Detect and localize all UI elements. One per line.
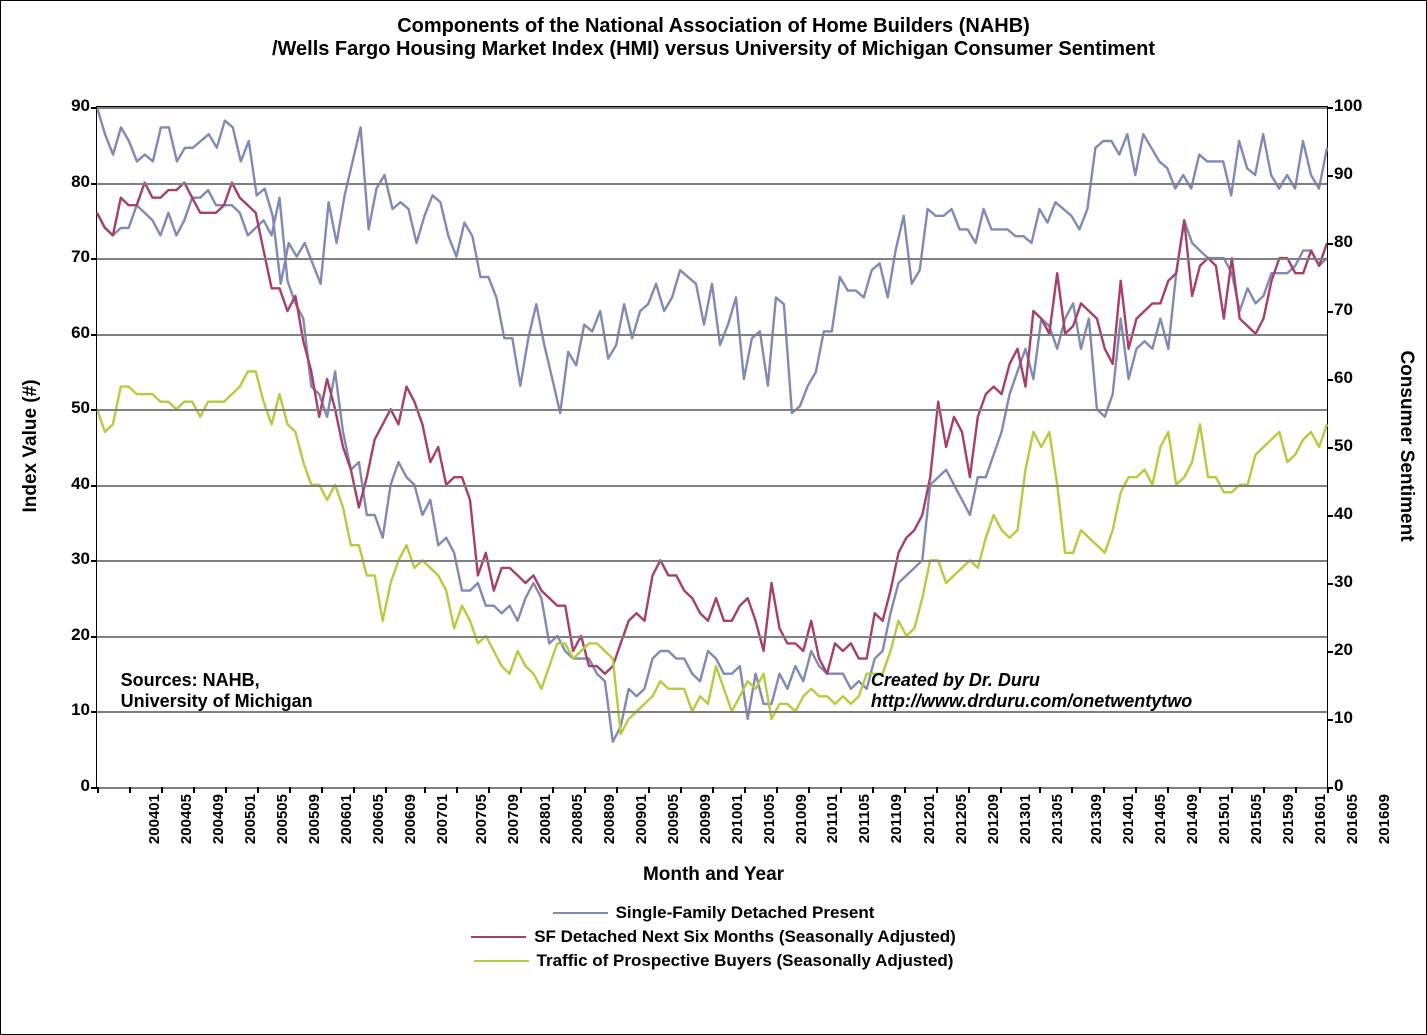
legend-item: Single-Family Detached Present xyxy=(553,903,875,923)
x-tick: 200805 xyxy=(569,794,586,844)
gridline xyxy=(97,636,1327,638)
y-tick-left: 0 xyxy=(60,776,90,796)
x-tick: 200405 xyxy=(178,794,195,844)
y-tick-right: 100 xyxy=(1334,96,1362,116)
x-tick: 201405 xyxy=(1152,794,1169,844)
x-tick: 201005 xyxy=(761,794,778,844)
x-tick: 201501 xyxy=(1216,794,1233,844)
x-tick: 200609 xyxy=(402,794,419,844)
x-tick: 200701 xyxy=(434,794,451,844)
x-tick: 200705 xyxy=(474,794,491,844)
x-tick: 201401 xyxy=(1120,794,1137,844)
x-tick: 201505 xyxy=(1248,794,1265,844)
chart-container: Components of the National Association o… xyxy=(0,0,1427,1035)
legend: Single-Family Detached Present SF Detache… xyxy=(1,901,1426,973)
x-tick: 201309 xyxy=(1089,794,1106,844)
legend-label: Single-Family Detached Present xyxy=(616,903,875,923)
x-tick: 200809 xyxy=(601,794,618,844)
x-tick: 201305 xyxy=(1049,794,1066,844)
y-tick-right: 20 xyxy=(1334,640,1353,660)
gridline xyxy=(97,485,1327,487)
legend-label: SF Detached Next Six Months (Seasonally … xyxy=(534,927,956,947)
y-tick-right: 70 xyxy=(1334,300,1353,320)
y-tick-right: 30 xyxy=(1334,572,1353,592)
gridline xyxy=(97,183,1327,185)
gridline xyxy=(97,409,1327,411)
x-tick: 200409 xyxy=(210,794,227,844)
y-tick-left: 40 xyxy=(60,474,90,494)
x-tick: 201105 xyxy=(856,794,873,843)
x-tick: 201509 xyxy=(1280,794,1297,844)
legend-item: SF Detached Next Six Months (Seasonally … xyxy=(471,927,956,947)
x-tick: 200801 xyxy=(537,794,554,844)
series-sf_detached_next6 xyxy=(97,183,1327,674)
x-tick: 201205 xyxy=(953,794,970,844)
y-tick-right: 60 xyxy=(1334,368,1353,388)
gridline xyxy=(97,334,1327,336)
x-tick: 201009 xyxy=(793,794,810,844)
y-tick-right: 40 xyxy=(1334,504,1353,524)
x-tick: 201605 xyxy=(1344,794,1361,844)
x-tick: 201109 xyxy=(888,794,905,843)
y-tick-left: 70 xyxy=(60,247,90,267)
x-tick: 201001 xyxy=(729,794,746,844)
x-axis-label: Month and Year xyxy=(1,864,1426,886)
x-tick: 200709 xyxy=(505,794,522,844)
y-axis-left-label: Index Value (#) xyxy=(20,379,42,512)
y-tick-left: 20 xyxy=(60,625,90,645)
x-tick: 200501 xyxy=(242,794,259,844)
y-tick-left: 10 xyxy=(60,700,90,720)
x-tick: 200601 xyxy=(338,794,355,844)
chart-title-line1: Components of the National Association o… xyxy=(1,15,1426,38)
y-tick-right: 10 xyxy=(1334,708,1353,728)
y-tick-right: 80 xyxy=(1334,232,1353,252)
x-tick: 201409 xyxy=(1184,794,1201,844)
gridline xyxy=(97,258,1327,260)
annotation: Sources: NAHB, University of Michigan xyxy=(121,670,313,712)
gridline xyxy=(97,560,1327,562)
legend-swatch xyxy=(471,936,526,938)
x-tick: 200605 xyxy=(370,794,387,844)
x-tick: 200901 xyxy=(633,794,650,844)
x-tick: 201101 xyxy=(824,794,841,843)
y-tick-left: 90 xyxy=(60,96,90,116)
y-axis-right-label: Consumer Sentiment xyxy=(1395,350,1417,541)
x-tick: 200905 xyxy=(665,794,682,844)
x-tick: 200909 xyxy=(697,794,714,844)
gridline xyxy=(97,107,1327,109)
chart-title: Components of the National Association o… xyxy=(1,15,1426,61)
x-tick: 201209 xyxy=(985,794,1002,844)
y-tick-left: 80 xyxy=(60,172,90,192)
y-tick-left: 50 xyxy=(60,398,90,418)
legend-swatch xyxy=(474,960,529,962)
y-tick-right: 90 xyxy=(1334,164,1353,184)
legend-label: Traffic of Prospective Buyers (Seasonall… xyxy=(537,951,954,971)
x-tick: 201201 xyxy=(921,794,938,844)
x-tick: 200509 xyxy=(306,794,323,844)
x-tick: 200401 xyxy=(146,794,163,844)
legend-item: Traffic of Prospective Buyers (Seasonall… xyxy=(474,951,954,971)
x-tick: 201601 xyxy=(1312,794,1329,844)
series-sf_detached_present xyxy=(97,190,1327,742)
y-tick-right: 0 xyxy=(1334,776,1343,796)
y-tick-left: 60 xyxy=(60,323,90,343)
legend-swatch xyxy=(553,912,608,914)
y-tick-left: 30 xyxy=(60,549,90,569)
x-tick: 201301 xyxy=(1017,794,1034,844)
chart-title-line2: /Wells Fargo Housing Market Index (HMI) … xyxy=(1,38,1426,61)
x-tick: 200505 xyxy=(274,794,291,844)
y-tick-right: 50 xyxy=(1334,436,1353,456)
x-tick: 201609 xyxy=(1376,794,1393,844)
annotation: Created by Dr. Duru http://www.drduru.co… xyxy=(871,670,1192,712)
